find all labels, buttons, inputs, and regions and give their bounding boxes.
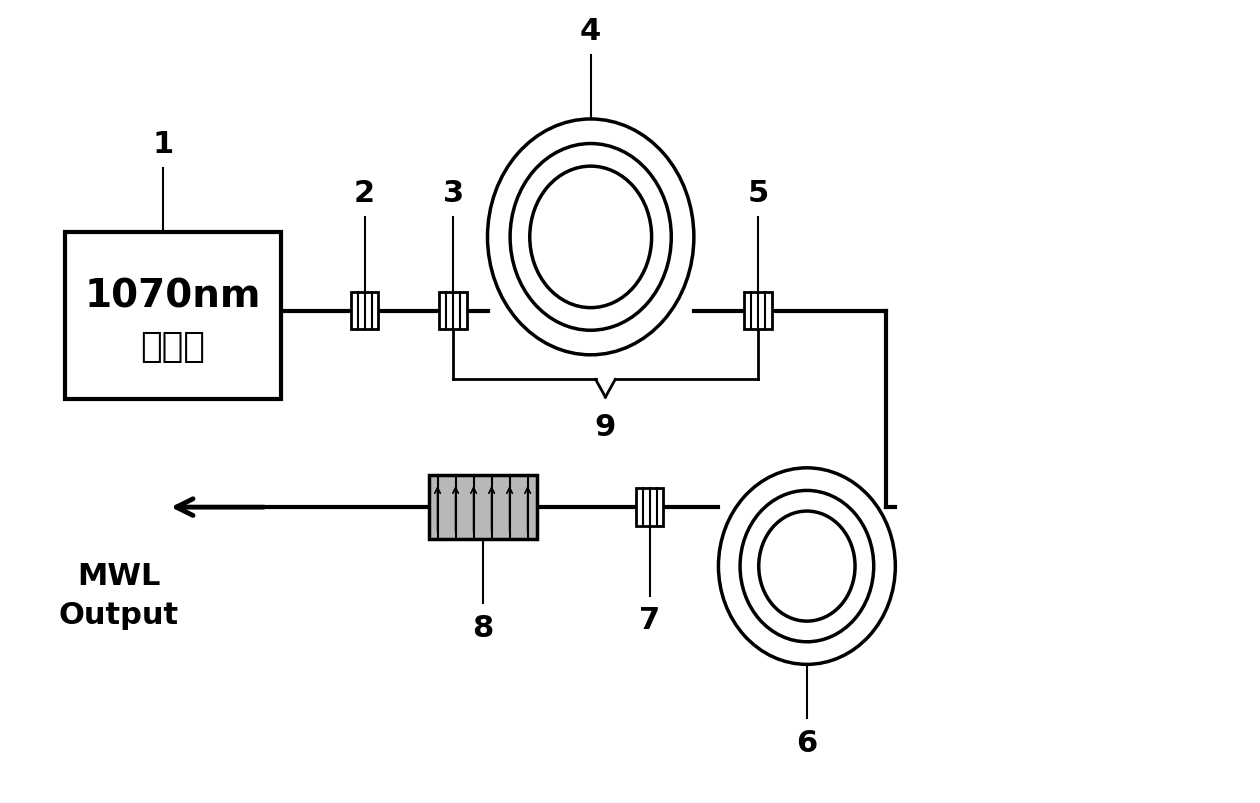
Text: 1070nm: 1070nm [84,277,261,315]
Text: 8: 8 [472,613,493,642]
Text: 1: 1 [152,130,174,159]
Text: 3: 3 [442,179,464,208]
Bar [428,475,537,540]
Bar [743,292,771,330]
Text: 9: 9 [595,412,616,442]
Text: 泵浦源: 泵浦源 [141,329,205,363]
Text: 4: 4 [580,17,601,47]
Bar [440,292,467,330]
Text: MWL: MWL [77,561,161,590]
Text: 7: 7 [639,605,660,634]
Text: 5: 5 [747,179,769,208]
Text: 2: 2 [354,179,375,208]
Text: 6: 6 [796,728,818,757]
Bar [350,292,378,330]
Bar [66,233,281,400]
Bar [636,489,664,526]
Text: Output: Output [59,601,179,630]
